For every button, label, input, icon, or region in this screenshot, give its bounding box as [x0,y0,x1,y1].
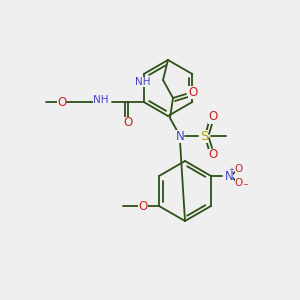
Text: O: O [208,110,217,124]
Text: O: O [188,85,198,98]
Text: S: S [200,130,208,142]
Text: O: O [123,116,132,130]
Text: O: O [57,95,66,109]
Text: O: O [208,148,217,161]
Text: NH: NH [136,77,151,87]
Text: −: − [242,182,248,188]
Text: O: O [235,178,243,188]
Text: O: O [138,200,148,212]
Text: +: + [228,167,234,173]
Text: O: O [235,164,243,174]
Text: N: N [176,130,184,142]
Text: NH: NH [93,95,109,105]
Text: N: N [225,169,233,182]
